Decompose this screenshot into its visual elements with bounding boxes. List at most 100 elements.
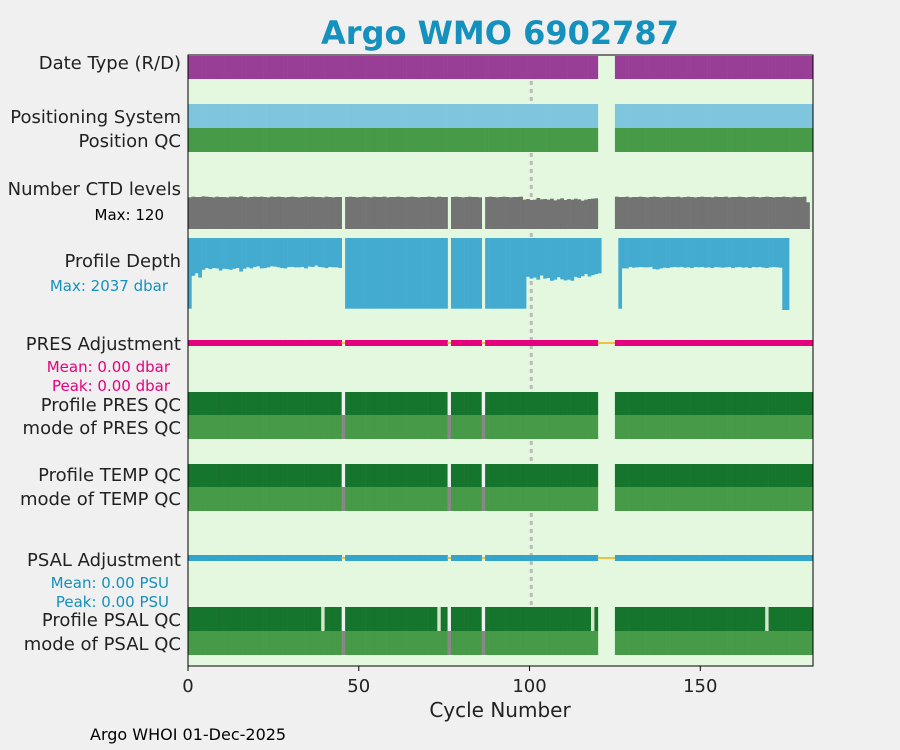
date-type-segment (321, 56, 325, 79)
position-qc-segment (502, 128, 506, 152)
psal-adjustment-segment (413, 555, 418, 561)
position-qc-segment (444, 128, 448, 152)
profile-psal-qc-segment (802, 607, 807, 631)
profile-pres-qc-segment (789, 392, 793, 415)
ctd-level-bar (310, 196, 315, 229)
profile-temp-qc-segment (782, 464, 786, 487)
mode-pres-qc-segment (389, 415, 394, 439)
pres-adjustment-segment (471, 340, 476, 346)
position-qc-segment (215, 128, 220, 152)
profile-temp-qc-segment (447, 464, 452, 487)
position-qc-segment (587, 128, 592, 152)
mode-pres-qc-segment (437, 415, 442, 439)
profile-depth-bar (263, 238, 267, 269)
position-qc-segment (594, 128, 599, 152)
pres-adjustment-segment (252, 340, 257, 346)
mode-psal-qc-segment (297, 631, 302, 655)
pres-adjustment-segment (502, 340, 506, 346)
profile-pres-qc-segment (215, 392, 220, 415)
pres-adjustment-segment (792, 340, 797, 346)
profile-temp-qc-segment (560, 464, 564, 487)
profile-temp-qc-segment (314, 464, 319, 487)
positioning-system-segment (263, 104, 267, 128)
date-type-segment (225, 56, 230, 79)
mode-temp-qc-segment (461, 487, 465, 511)
pres-adjustment-segment (700, 340, 705, 346)
mode-psal-qc-segment (676, 631, 681, 655)
mode-psal-qc-segment (795, 631, 800, 655)
profile-pres-qc-segment (491, 392, 496, 415)
profile-pres-qc-segment (734, 392, 739, 415)
mode-psal-qc-segment (276, 631, 281, 655)
date-type-segment (652, 56, 657, 79)
mode-temp-qc-segment (235, 487, 240, 511)
mode-psal-qc-segment (310, 631, 315, 655)
psal-adjustment-segment (334, 555, 339, 561)
mode-pres-qc-segment (498, 415, 503, 439)
profile-depth-bar (225, 238, 230, 270)
mode-temp-qc-segment (560, 487, 564, 511)
profile-psal-qc-segment (375, 607, 380, 631)
positioning-system-segment (317, 104, 322, 128)
pres-adjustment-segment (389, 340, 394, 346)
ctd-level-bar (474, 197, 479, 229)
pres-adjustment-segment (591, 340, 595, 346)
profile-depth-bar (461, 238, 465, 309)
profile-temp-qc-segment (645, 464, 650, 487)
mode-temp-qc-segment (512, 487, 517, 511)
pres-adjustment-segment (570, 340, 575, 346)
date-type-segment (488, 56, 493, 79)
psal-adjustment-segment (567, 555, 571, 561)
profile-psal-qc-segment (509, 607, 513, 631)
positioning-system-segment (481, 104, 486, 128)
profile-temp-qc-segment (372, 464, 377, 487)
profile-depth-bar (539, 238, 544, 276)
pres-adjustment-segment (430, 340, 435, 346)
profile-temp-qc-segment (389, 464, 394, 487)
profile-temp-qc-segment (239, 464, 243, 487)
date-type-segment (720, 56, 725, 79)
pres-adjustment-segment (317, 340, 322, 346)
profile-pres-qc-segment (208, 392, 213, 415)
mode-pres-qc-segment (211, 415, 216, 439)
profile-pres-qc-segment (211, 392, 216, 415)
psal-adjustment-segment (696, 555, 701, 561)
profile-pres-qc-segment (290, 392, 295, 415)
mode-pres-qc-segment (283, 415, 288, 439)
mode-psal-qc-segment (269, 631, 274, 655)
positioning-system-segment (324, 104, 329, 128)
profile-pres-qc-segment (666, 392, 670, 415)
psal-adjustment-segment (707, 555, 711, 561)
row-label-profile-depth: Profile Depth (64, 251, 181, 272)
psal-adjustment-segment (249, 555, 254, 561)
positioning-system-segment (713, 104, 718, 128)
mode-temp-qc-segment (423, 487, 428, 511)
profile-depth-bar (502, 238, 506, 309)
pres-adjustment-segment (734, 340, 739, 346)
positioning-system-segment (468, 104, 472, 128)
mode-pres-qc-segment (512, 415, 517, 439)
psal-adjustment-segment (563, 555, 568, 561)
position-qc-segment (392, 128, 397, 152)
profile-psal-qc-segment (751, 607, 756, 631)
pres-adjustment-segment (382, 340, 387, 346)
profile-psal-qc-segment (420, 607, 424, 631)
profile-pres-qc-segment (324, 392, 329, 415)
ctd-level-bar (276, 196, 281, 229)
ctd-level-bar (409, 196, 414, 229)
pres-adjustment-segment (239, 340, 243, 346)
ctd-level-bar (802, 196, 807, 229)
positioning-system-segment (505, 104, 510, 128)
profile-temp-qc-segment (713, 464, 718, 487)
positioning-system-segment (570, 104, 575, 128)
profile-psal-qc-segment (440, 607, 445, 631)
profile-pres-qc-segment (485, 392, 489, 415)
profile-psal-qc-segment (358, 607, 363, 631)
mode-psal-qc-segment (273, 631, 278, 655)
profile-temp-qc-segment (246, 464, 250, 487)
mode-temp-qc-segment (666, 487, 670, 511)
profile-psal-qc-segment (580, 607, 585, 631)
positioning-system-segment (454, 104, 459, 128)
pres-adjustment-segment (365, 340, 370, 346)
pres-adjustment-segment (522, 340, 527, 346)
